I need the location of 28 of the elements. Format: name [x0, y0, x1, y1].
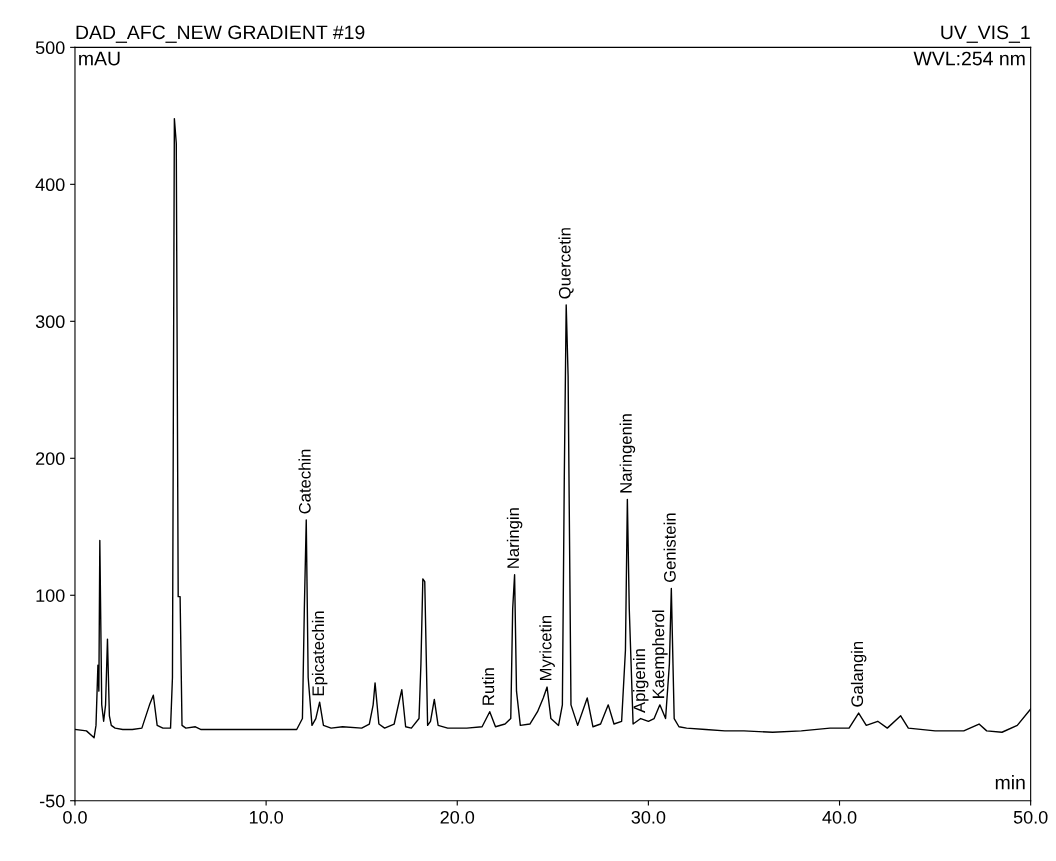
y-axis-title: mAU	[79, 51, 120, 66]
annotation: Epicatechin	[311, 611, 328, 696]
x-tick-label: 30.0	[631, 810, 666, 824]
annotation: Naringin	[506, 508, 523, 568]
y-tick-label: 300	[35, 315, 65, 329]
y-tick-label: 400	[35, 178, 65, 192]
y-tick-label: 100	[36, 589, 65, 602]
annotation: Apigenin	[632, 649, 649, 713]
annotation: Myricetin	[539, 615, 555, 681]
annotation: Kaempherol	[652, 610, 668, 698]
x-tick-label: 40.0	[822, 810, 857, 824]
y-tick-label: -50	[39, 794, 65, 808]
annotation: Naringenin	[619, 414, 636, 493]
x-tick-label: 50.0	[1013, 810, 1048, 824]
annotation: Quercetin	[558, 228, 574, 299]
chart-title: DAD_AFC_NEW GRADIENT #19	[76, 25, 365, 43]
annotation: Catechin	[298, 449, 311, 514]
chart-subtitle: UV_VIS_1	[941, 25, 1030, 43]
annotation: Rutin	[481, 668, 495, 705]
y-tick-label: 500	[35, 41, 65, 55]
annotation: Galangin	[850, 641, 867, 707]
x-tick-label: 20.0	[440, 810, 475, 824]
x-tick-label: 10.0	[249, 810, 283, 824]
x-axis-title: min	[995, 775, 1025, 790]
annotation: WVL:254 nm	[913, 51, 1025, 66]
annotation: Genistein	[663, 513, 676, 583]
x-tick-label: 0.0	[63, 810, 87, 824]
y-tick-label: 200	[36, 452, 65, 466]
